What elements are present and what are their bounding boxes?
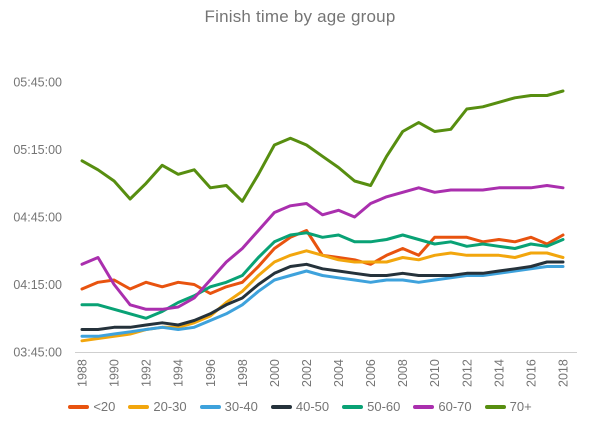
- y-tick-label: 04:45:00: [13, 211, 62, 225]
- x-tick-label: 2014: [492, 359, 506, 387]
- x-tick-label: 1988: [76, 359, 90, 387]
- series-line-50-60: [80, 231, 565, 320]
- y-tick-label: 03:45:00: [13, 346, 62, 360]
- x-tick-label: 2006: [364, 359, 378, 387]
- x-tick-label: 2016: [524, 359, 538, 387]
- legend: <20 20-30 30-40 40-50 50-60 60-70 70+: [0, 399, 600, 414]
- legend-swatch: [342, 404, 364, 409]
- legend-item-40-50[interactable]: 40-50: [270, 399, 330, 414]
- legend-swatch: [128, 404, 150, 409]
- x-tick-label: 2010: [428, 359, 442, 387]
- x-tick-label: 1992: [140, 359, 154, 387]
- y-tick-label: 05:45:00: [13, 76, 62, 90]
- legend-item-30-40[interactable]: 30-40: [199, 399, 258, 414]
- legend-swatch: [484, 404, 506, 409]
- legend-item-<20[interactable]: <20: [68, 399, 115, 414]
- series-line-60-70: [80, 184, 565, 311]
- series-line-40-50: [80, 260, 565, 331]
- y-tick-label: 05:15:00: [13, 143, 62, 157]
- x-tick-label: 2008: [396, 359, 410, 387]
- x-tick-label: 1994: [172, 359, 186, 387]
- legend-swatch: [270, 404, 292, 409]
- legend-item-20-30[interactable]: 20-30: [128, 399, 187, 414]
- x-tick-label: 1996: [204, 359, 218, 387]
- legend-item-50-60[interactable]: 50-60: [342, 399, 400, 414]
- x-tick-label: 2004: [332, 359, 346, 387]
- y-tick-label: 04:15:00: [13, 278, 62, 292]
- legend-label: 20-30: [153, 399, 187, 414]
- legend-swatch: [413, 404, 435, 409]
- legend-swatch: [199, 404, 221, 409]
- x-tick-label: 1998: [236, 359, 250, 387]
- x-tick-label: 2018: [556, 359, 570, 387]
- series-line-<20: [80, 229, 565, 295]
- series-line-30-40: [80, 265, 565, 338]
- legend-label: 50-60: [367, 399, 401, 414]
- x-tick-label: 2000: [268, 359, 282, 387]
- series-line-70+: [80, 89, 565, 203]
- legend-label: 40-50: [295, 399, 330, 414]
- x-tick-label: 2012: [460, 359, 474, 387]
- x-tick-label: 2002: [300, 359, 314, 387]
- chart-title: Finish time by age group: [204, 7, 396, 26]
- legend-label: <20: [93, 399, 116, 414]
- x-tick-label: 1990: [108, 359, 122, 387]
- legend-item-60-70[interactable]: 60-70: [413, 399, 472, 414]
- legend-label: 30-40: [224, 399, 258, 414]
- legend-item-70+[interactable]: 70+: [484, 399, 532, 414]
- plot-area: 05:45:00 05:15:00 04:45:00 04:15:00 03:45:00…: [13, 76, 577, 387]
- legend-label: 60-70: [438, 399, 472, 414]
- legend-label: 70+: [509, 399, 532, 414]
- legend-swatch: [68, 404, 90, 409]
